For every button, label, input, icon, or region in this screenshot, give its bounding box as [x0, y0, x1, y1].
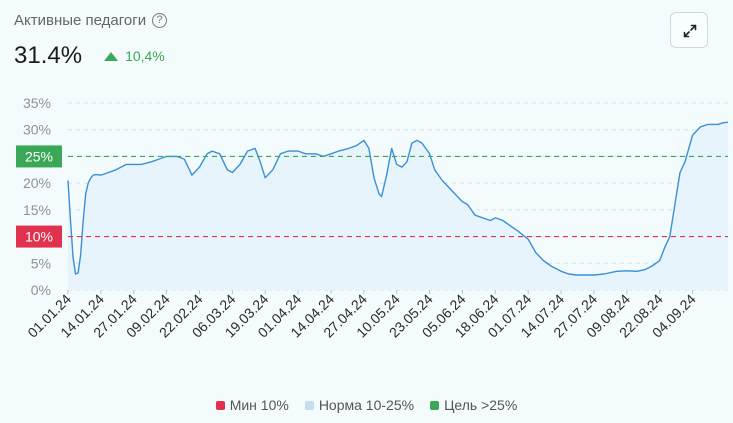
- triangle-up-icon: [104, 51, 119, 61]
- kpi-delta-value: 10,4%: [125, 48, 165, 64]
- chart-legend: Мин 10% Норма 10-25% Цель >25%: [0, 397, 733, 413]
- area-fill: [68, 122, 728, 290]
- series-line: [67, 121, 729, 276]
- legend-label-goal: Цель >25%: [444, 397, 518, 413]
- y-tick-label: 0%: [31, 282, 51, 298]
- legend-label-min: Мин 10%: [229, 397, 289, 413]
- y-tick-label: 5%: [31, 255, 51, 271]
- legend-item-min[interactable]: Мин 10%: [215, 397, 289, 413]
- widget-title: Активные педагоги: [14, 12, 147, 29]
- line-chart: 25%10% 35%30%20%15%5%0% 01.01.2414.01.24…: [16, 95, 729, 341]
- expand-arrows-icon: [683, 24, 697, 38]
- kpi-delta: 10,4%: [104, 48, 165, 64]
- legend-label-norm: Норма 10-25%: [318, 397, 415, 413]
- y-tick-label: 30%: [23, 122, 51, 138]
- legend-item-goal[interactable]: Цель >25%: [430, 397, 517, 413]
- y-tick-label: 35%: [23, 95, 51, 111]
- y-tick-label: 15%: [23, 202, 51, 218]
- legend-swatch-min: [215, 400, 225, 410]
- widget-header: Активные педагоги ?: [14, 12, 168, 29]
- reference-label: 25%: [25, 148, 53, 164]
- legend-swatch-norm: [304, 400, 314, 410]
- reference-badge: [16, 145, 62, 168]
- expand-button[interactable]: [670, 12, 708, 48]
- reference-label: 10%: [25, 229, 53, 245]
- legend-item-norm[interactable]: Норма 10-25%: [304, 397, 415, 413]
- kpi-value: 31.4%: [14, 42, 83, 69]
- kpi-row: 31.4% 10,4%: [14, 42, 165, 70]
- question-circle-icon[interactable]: ?: [152, 13, 168, 28]
- y-tick-label: 20%: [23, 175, 51, 191]
- reference-badge: [16, 225, 62, 248]
- legend-swatch-goal: [430, 400, 440, 410]
